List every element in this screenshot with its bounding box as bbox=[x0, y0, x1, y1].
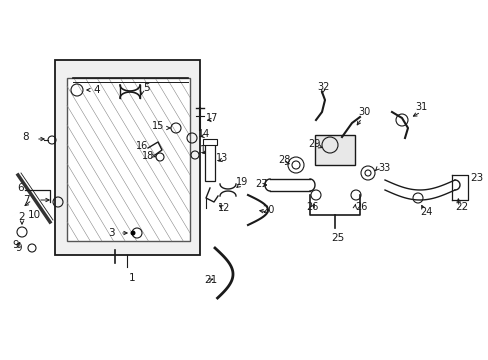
Text: 2: 2 bbox=[19, 212, 25, 222]
Text: 4: 4 bbox=[93, 85, 100, 95]
Text: 15: 15 bbox=[152, 121, 164, 131]
Text: 11: 11 bbox=[200, 145, 212, 155]
Text: 28: 28 bbox=[278, 155, 290, 165]
Circle shape bbox=[130, 230, 135, 235]
Text: 14: 14 bbox=[198, 129, 210, 139]
Text: 8: 8 bbox=[22, 132, 29, 142]
Text: 26: 26 bbox=[305, 202, 318, 212]
Bar bbox=[204, 143, 215, 181]
Text: 9: 9 bbox=[15, 243, 21, 253]
Text: 21: 21 bbox=[203, 275, 217, 285]
Text: 6: 6 bbox=[17, 183, 23, 193]
Text: 1: 1 bbox=[128, 273, 135, 283]
Text: 18: 18 bbox=[142, 151, 154, 161]
Text: 24: 24 bbox=[419, 207, 431, 217]
Text: 32: 32 bbox=[316, 82, 329, 92]
Text: 31: 31 bbox=[414, 102, 427, 112]
Text: 9: 9 bbox=[12, 240, 19, 250]
Text: 3: 3 bbox=[108, 228, 115, 238]
Text: 22: 22 bbox=[454, 202, 468, 212]
Text: 23: 23 bbox=[469, 173, 482, 183]
Text: 33: 33 bbox=[377, 163, 389, 173]
Bar bbox=[67, 78, 190, 241]
Bar bbox=[203, 139, 217, 145]
Text: 20: 20 bbox=[262, 205, 274, 215]
Text: 26: 26 bbox=[354, 202, 366, 212]
Bar bbox=[55, 60, 200, 255]
Text: 13: 13 bbox=[216, 153, 228, 163]
Text: 29: 29 bbox=[307, 139, 320, 149]
Bar bbox=[314, 135, 354, 165]
Text: 10: 10 bbox=[28, 210, 41, 220]
Text: 25: 25 bbox=[331, 233, 344, 243]
Text: 17: 17 bbox=[205, 113, 218, 123]
Text: 27: 27 bbox=[254, 179, 267, 189]
Text: 16: 16 bbox=[136, 141, 148, 151]
Text: 19: 19 bbox=[236, 177, 248, 187]
Text: 7: 7 bbox=[23, 195, 30, 205]
Text: 30: 30 bbox=[357, 107, 369, 117]
Text: 5: 5 bbox=[142, 83, 149, 93]
Text: 12: 12 bbox=[218, 203, 230, 213]
